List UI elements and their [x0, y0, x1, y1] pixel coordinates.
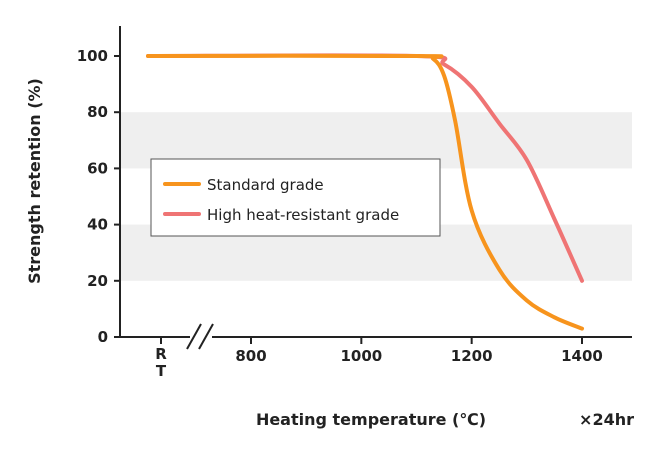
y-tick-label: 80: [87, 103, 108, 121]
axes: [119, 26, 632, 350]
axis-break-gap: [190, 326, 212, 346]
axis-break-mark: [186, 323, 202, 350]
x-tick-label: 1000: [340, 347, 382, 365]
y-tick-label: 0: [98, 328, 108, 346]
y-ticks: 0 20 40 60 80 100: [77, 47, 120, 346]
y-axis-title: Strength retention (%): [25, 78, 44, 284]
y-tick-label: 60: [87, 159, 108, 177]
y-tick-label: 40: [87, 216, 108, 234]
x-tick-label: 1200: [451, 347, 493, 365]
y-tick-label: 20: [87, 272, 108, 290]
x-ticks: R T 800 1000 1200 1400: [155, 337, 603, 380]
x-axis-title: Heating temperature (℃): [256, 410, 486, 429]
legend: Standard grade High heat-resistant grade: [150, 158, 441, 237]
y-tick-label: 100: [77, 47, 108, 65]
x-tick-label: 800: [235, 347, 266, 365]
x-tick-label: 1400: [561, 347, 603, 365]
legend-box: [150, 158, 441, 237]
x-axis-unit-note: ×24hr: [579, 410, 634, 429]
series-line-standard-grade: [146, 53, 584, 331]
axis-break-mark: [198, 323, 214, 350]
series-lines: [146, 53, 584, 331]
legend-label-high-heat: High heat-resistant grade: [207, 206, 399, 224]
legend-label-standard: Standard grade: [207, 176, 324, 194]
